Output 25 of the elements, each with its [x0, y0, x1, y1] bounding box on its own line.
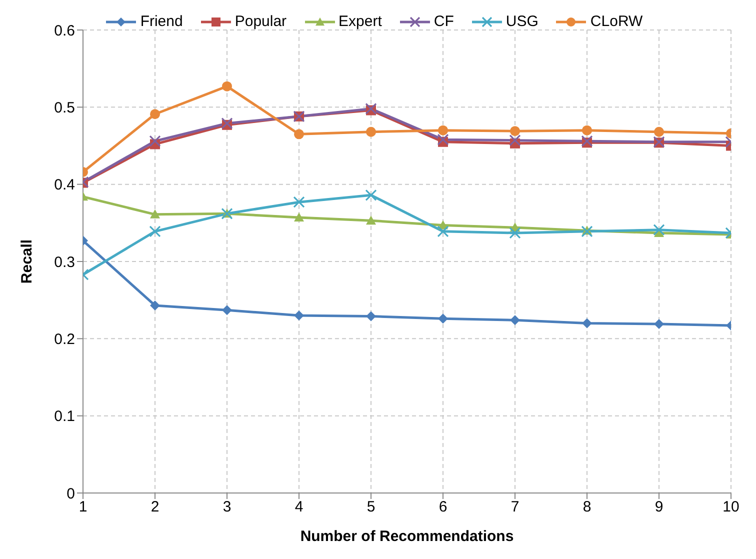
- y-tick-label: 0.6: [54, 22, 75, 40]
- y-tick-label: 0.3: [54, 254, 75, 271]
- x-tick-label: 5: [366, 498, 376, 516]
- y-tick-label: 0.4: [54, 176, 75, 194]
- y-axis-title: Recall: [18, 239, 36, 284]
- x-tick-label: 4: [294, 498, 304, 516]
- x-axis-title: Number of Recommendations: [300, 528, 514, 545]
- x-tick-label: 1: [78, 498, 88, 516]
- legend-label: Expert: [338, 13, 382, 30]
- x-tick-label: 8: [582, 498, 592, 516]
- x-tick-label: 3: [222, 498, 232, 516]
- legend-label: Popular: [234, 13, 287, 30]
- legend-label: USG: [506, 13, 538, 30]
- y-tick-label: 0.5: [54, 99, 75, 116]
- y-tick-label: 0.2: [54, 330, 75, 348]
- x-tick-label: 2: [150, 498, 160, 516]
- x-tick-label: 9: [654, 498, 664, 516]
- legend-label: CF: [434, 13, 454, 30]
- y-tick-label: 0: [66, 485, 75, 502]
- x-tick-label: 7: [510, 498, 520, 516]
- x-tick-label: 6: [438, 498, 448, 516]
- y-tick-label: 0.1: [54, 408, 75, 426]
- legend-label: CLoRW: [590, 13, 643, 30]
- x-tick-label: 10: [722, 498, 740, 516]
- legend-label: Friend: [140, 13, 183, 30]
